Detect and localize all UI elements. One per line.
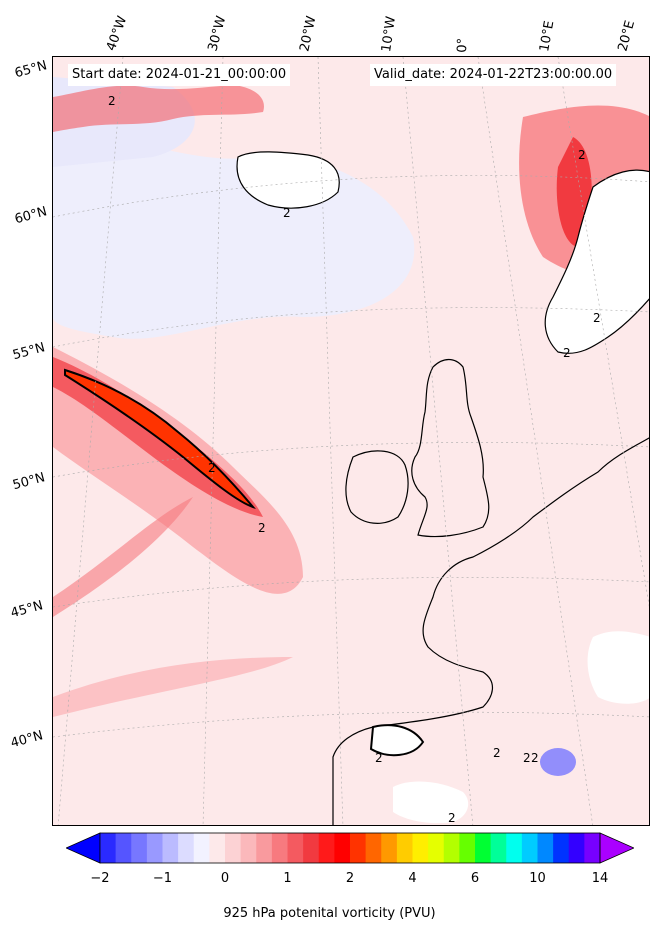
colorbar-segment xyxy=(178,833,195,863)
lat-label: 65°N xyxy=(13,58,49,82)
colorbar-segment xyxy=(584,833,601,863)
colorbar xyxy=(66,832,634,864)
start-date-label: Start date: 2024-01-21_00:00:00 xyxy=(68,64,291,86)
colorbar-segment xyxy=(193,833,210,863)
colorbar-frame xyxy=(99,832,601,864)
contour-label: 2 xyxy=(578,148,586,162)
colorbar-tick-label: −2 xyxy=(90,871,110,886)
mountain-mask-iberia xyxy=(393,781,469,824)
colorbar-segment xyxy=(162,833,179,863)
colorbar-segment xyxy=(365,833,382,863)
greenland-coast xyxy=(53,85,264,132)
colorbar-segment xyxy=(521,833,538,863)
colorbar-tick-label: 6 xyxy=(470,871,480,886)
mountain-mask-alps xyxy=(587,631,649,704)
colorbar-tick-label: 4 xyxy=(408,871,417,886)
colorbar-segment xyxy=(412,833,429,863)
contour-label: 2 xyxy=(563,346,571,360)
contour-label: 2 xyxy=(375,751,383,765)
ireland-coast xyxy=(345,450,409,524)
lon-label: 20°W xyxy=(297,14,320,53)
contour-label: 2 xyxy=(523,751,531,765)
colorbar-segment xyxy=(537,833,554,863)
valid-date-label: Valid_date: 2024-01-22T23:00:00.00 xyxy=(370,64,617,86)
colorbar-tick-label: 1 xyxy=(283,871,292,886)
lon-label: 10°E xyxy=(537,19,558,54)
colorbar-segment xyxy=(240,833,257,863)
colorbar-segment xyxy=(100,833,117,863)
colorbar-tick-label: 14 xyxy=(591,871,609,886)
lon-label: 20°E xyxy=(615,18,639,53)
scandinavia-land xyxy=(544,169,649,354)
colorbar-label: 925 hPa potenital vorticity (PVU) xyxy=(223,906,436,921)
pv-band-core xyxy=(64,368,257,510)
pv-band-south xyxy=(53,497,193,617)
colorbar-segment xyxy=(318,833,335,863)
lat-label: 45°N xyxy=(9,598,45,622)
colorbar-segment xyxy=(568,833,585,863)
contour-label: 2 xyxy=(258,521,266,535)
colorbar-segment xyxy=(271,833,288,863)
lon-label: 10°W xyxy=(379,15,399,53)
map-panel: 2 2 2 2 2 2 2 2 2 2 2 2 xyxy=(52,56,650,826)
mountain-mask-atlas xyxy=(369,724,425,757)
lat-label: 40°N xyxy=(9,728,45,752)
contour-label: 2 xyxy=(593,311,601,325)
colorbar-tick-label: 0 xyxy=(220,871,230,886)
colorbar-segment xyxy=(553,833,570,863)
negative-pv-patch xyxy=(540,748,576,776)
colorbar-segment xyxy=(381,833,398,863)
colorbar-segment xyxy=(334,833,351,863)
colorbar-segment xyxy=(303,833,320,863)
iceland-land xyxy=(236,151,340,209)
lat-label: 50°N xyxy=(11,470,47,494)
lat-label: 55°N xyxy=(11,340,47,364)
graticule xyxy=(53,57,649,825)
lon-label: 30°W xyxy=(205,14,230,53)
colorbar-segment xyxy=(475,833,492,863)
contour-label: 2 xyxy=(448,811,456,825)
lat-label: 60°N xyxy=(13,204,49,228)
colorbar-tick-label: −1 xyxy=(152,871,173,886)
great-britain-coast xyxy=(411,358,490,538)
contour-label: 2 xyxy=(283,206,291,220)
colorbar-segment xyxy=(115,833,132,863)
pv-band-south-2 xyxy=(53,657,293,717)
contour-label: 2 xyxy=(493,746,501,760)
colorbar-segment xyxy=(506,833,523,863)
colorbar-segment xyxy=(459,833,476,863)
colorbar-extend-high xyxy=(599,832,634,864)
lon-label: 40°W xyxy=(103,14,131,53)
colorbar-segment xyxy=(256,833,273,863)
contour-label: 2 xyxy=(108,94,116,108)
colorbar-segment xyxy=(209,833,226,863)
colorbar-segment xyxy=(146,833,163,863)
colorbar-segment xyxy=(490,833,507,863)
colorbar-tick-label: 10 xyxy=(529,871,546,886)
colorbar-segment xyxy=(350,833,367,863)
continent-coast xyxy=(332,437,649,825)
map-canvas: 2 2 2 2 2 2 2 2 2 2 2 2 xyxy=(53,57,649,825)
colorbar-segment xyxy=(287,833,304,863)
colorbar-tick-label: 2 xyxy=(345,871,355,886)
colorbar-segment xyxy=(428,833,445,863)
colorbar-extend-low xyxy=(66,832,101,864)
colorbar-segment xyxy=(225,833,242,863)
lon-label: 0° xyxy=(455,37,471,53)
colorbar-segment xyxy=(131,833,148,863)
contour-label: 2 xyxy=(531,751,539,765)
colorbar-segment xyxy=(443,833,460,863)
colorbar-segment xyxy=(396,833,413,863)
contour-label: 2 xyxy=(208,461,216,475)
